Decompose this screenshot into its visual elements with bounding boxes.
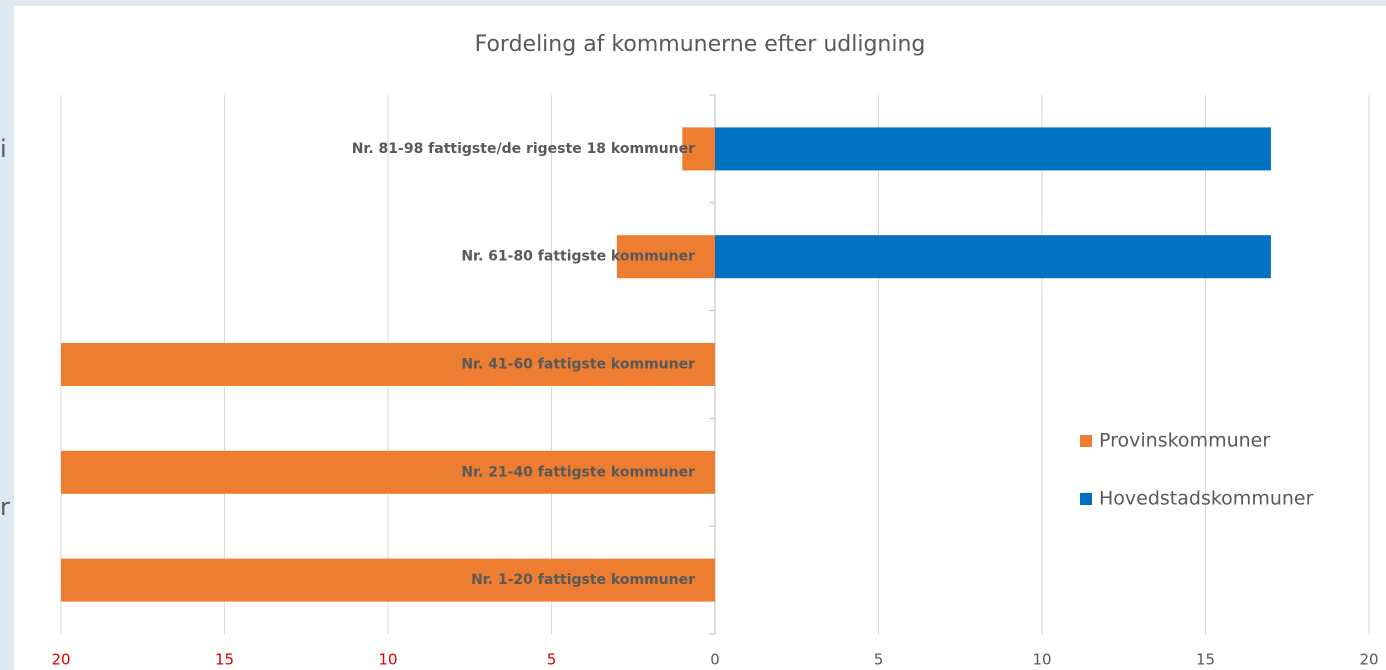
legend-swatch [1080,435,1092,447]
chart-title: Fordeling af kommunerne efter udligning [475,32,926,57]
x-tick-label: 20 [51,651,70,669]
bar [61,343,715,386]
legend-label: Hovedstadskommuner [1099,488,1314,510]
bar [61,450,715,494]
category-label: Nr. 81-98 fattigste/de rigeste 18 kommun… [352,141,695,157]
background-text: i [0,135,7,163]
category-label: Nr. 21-40 fattigste kommuner [461,464,695,480]
category-label: Nr. 61-80 fattigste kommuner [461,249,695,265]
bar [61,558,715,602]
legend-label: Provinskommuner [1099,430,1270,452]
bar [616,235,715,279]
category-label: Nr. 1-20 fattigste kommuner [471,572,695,588]
bar [715,127,1271,171]
x-tick-label: 10 [1032,651,1051,669]
x-tick-label: 20 [1359,651,1378,669]
x-tick-label: 0 [710,651,720,669]
bar [715,235,1271,279]
x-tick-label: 10 [378,651,397,669]
x-tick-label: 5 [547,651,557,669]
background-text: r [0,493,10,521]
x-tick-label: 15 [215,651,234,669]
x-tick-label: 5 [874,651,884,669]
category-label: Nr. 41-60 fattigste kommuner [461,357,695,373]
legend-swatch [1080,493,1092,505]
x-tick-label: 15 [1196,651,1215,669]
bar [682,127,715,171]
